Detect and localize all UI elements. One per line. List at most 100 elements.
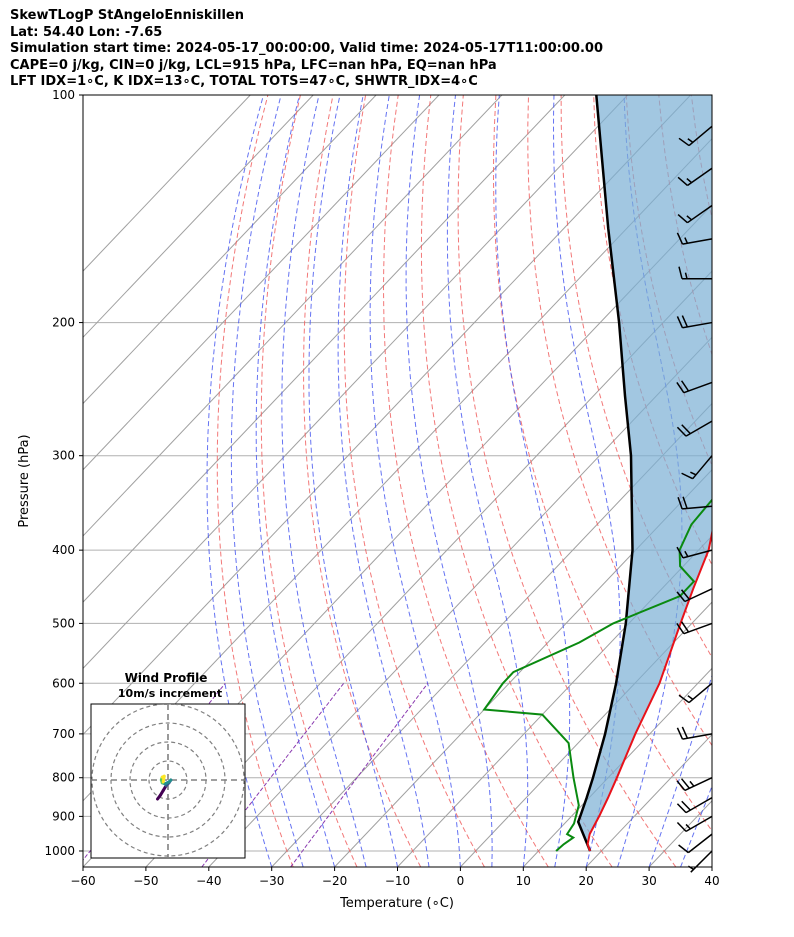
wind-barb [678, 125, 713, 147]
moist-adiabat [255, 95, 336, 867]
wind-barb [676, 621, 713, 635]
wind-barb-flag [677, 496, 683, 510]
x-tick-label: 40 [704, 874, 719, 888]
x-tick-label: 20 [579, 874, 594, 888]
x-tick-label: −50 [133, 874, 158, 888]
x-tick-label: −10 [385, 874, 410, 888]
wind-barb-flag [676, 803, 687, 814]
wind-barb-flag [680, 621, 690, 633]
wind-barb-flag [680, 589, 690, 600]
moist-adiabat [711, 865, 712, 867]
wind-barb-flag [681, 472, 694, 480]
isotherm-line [145, 270, 712, 867]
profiles [482, 95, 712, 852]
wind-barb [676, 726, 713, 740]
cape-cin-summary: CAPE=0 j/kg, CIN=0 j/kg, LCL=915 hPa, LF… [10, 57, 497, 73]
dry-adiabat [382, 95, 549, 867]
moist-adiabat [495, 95, 571, 867]
temperature-profile-line [586, 528, 712, 852]
moist-adiabat [405, 95, 493, 867]
moist-adiabat [308, 95, 398, 867]
moist-adiabat [206, 95, 273, 867]
wind-barb-flag [677, 176, 688, 187]
wind-barb [676, 815, 713, 833]
wind-barb-half-flag [687, 138, 694, 143]
isotherm-line [208, 336, 712, 867]
x-tick-label: −60 [70, 874, 95, 888]
wind-barb-flag [676, 316, 684, 329]
lat-lon: Lat: 54.40 Lon: -7.65 [10, 24, 163, 40]
wind-barb-flag [676, 727, 684, 740]
x-tick-label: −20 [322, 874, 347, 888]
moist-adiabat [680, 784, 712, 867]
wind-barb-flag [680, 778, 690, 789]
hodograph-subtitle: 10m/s increment [118, 687, 222, 700]
wind-barb-half-flag [685, 823, 691, 830]
chart-header: SkewTLogP StAngeloEnniskillen Lat: 54.40… [10, 8, 603, 91]
dry-adiabat [527, 95, 712, 747]
wind-barb-flag [676, 622, 685, 635]
simulation-time: Simulation start time: 2024-05-17_00:00:… [10, 41, 603, 56]
wind-barb-flag [676, 232, 684, 245]
isotherm-line [522, 667, 712, 867]
x-tick-label: 0 [457, 874, 465, 888]
wind-barb [677, 167, 713, 187]
wind-barb-half-flag [687, 865, 695, 871]
isotherm-line [83, 95, 566, 603]
isotherm-line [585, 733, 712, 867]
wind-barb-flag [681, 424, 691, 435]
moist-adiabat [369, 95, 461, 867]
y-tick-label: 400 [52, 543, 75, 557]
wind-barb-flag [678, 844, 689, 854]
y-tick-label: 100 [52, 88, 75, 102]
wind-barb-staff [687, 833, 713, 854]
mixing-ratio-line [290, 682, 429, 867]
y-tick-label: 300 [52, 449, 75, 463]
isotherm-line [83, 95, 440, 471]
y-axis-label: Pressure (hPa) [17, 434, 32, 527]
wind-barb [687, 850, 713, 873]
wind-barb-flag [676, 546, 684, 559]
parcel-profile-line [576, 95, 634, 852]
wind-barb-half-flag [690, 471, 697, 476]
wind-barb-flag [678, 266, 683, 279]
wind-barb-flag [676, 821, 687, 832]
moist-adiabat [446, 95, 529, 867]
isotherm-line [397, 535, 712, 867]
wind-barb [676, 796, 713, 814]
isotherm-line [775, 95, 794, 867]
wind-barb-flag [676, 426, 687, 437]
dewpoint-profile-line [482, 498, 712, 852]
cape-area [578, 95, 712, 851]
wind-barb-half-flag [684, 550, 689, 557]
dry-adiabat [757, 95, 794, 867]
wind-barb [676, 588, 713, 603]
wind-barb-half-flag [684, 237, 689, 244]
isotherm-line [711, 866, 712, 867]
x-tick-label: −30 [259, 874, 284, 888]
hodograph-segment [161, 774, 166, 784]
wind-barb [678, 682, 713, 704]
wind-barb-half-flag [686, 215, 693, 221]
wind-barb [676, 420, 713, 437]
isotherm-line [83, 95, 503, 537]
moist-adiabat [281, 95, 367, 867]
wind-barb [676, 777, 713, 792]
wind-barb-staff [684, 588, 713, 603]
moist-adiabat [337, 95, 430, 867]
isotherm-line [334, 469, 712, 867]
wind-barb-staff [690, 850, 713, 873]
wind-barb-staff [684, 777, 713, 792]
x-tick-label: 10 [516, 874, 531, 888]
wind-barb-flag [681, 315, 689, 328]
x-axis-label: Temperature (∘C) [339, 896, 454, 911]
wind-barb [677, 496, 713, 510]
y-tick-label: 800 [52, 771, 75, 785]
isotherm-line [83, 95, 691, 736]
wind-barb-flag [678, 694, 690, 704]
wind-barb-flag [676, 591, 686, 602]
wind-barb-flag [677, 214, 688, 224]
wind-barb-flag [681, 800, 691, 811]
x-tick-label: 30 [641, 874, 656, 888]
y-tick-label: 900 [52, 809, 75, 823]
